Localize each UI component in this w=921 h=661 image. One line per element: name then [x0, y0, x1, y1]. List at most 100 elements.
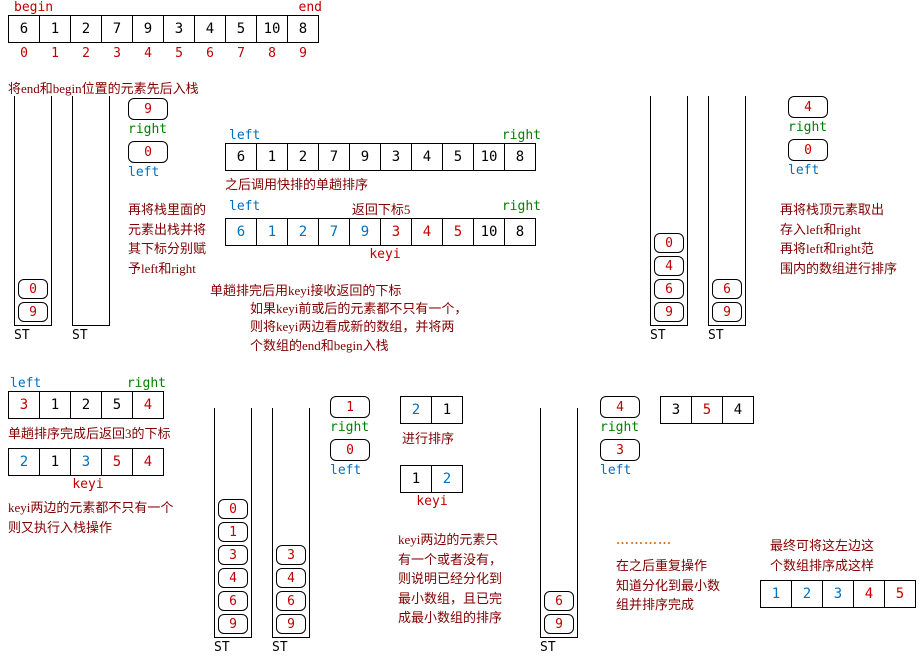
cap: 有一个或者没有，	[398, 550, 528, 570]
step1-stack-b	[72, 96, 110, 326]
left-label: left	[330, 463, 370, 478]
left-label: left	[229, 128, 260, 143]
array-cell: 2	[70, 391, 102, 419]
index-label: 8	[256, 46, 288, 61]
array-cell: 5	[691, 396, 723, 424]
popped-bottom: 0	[128, 141, 168, 163]
array-cell: 4	[722, 396, 754, 424]
popped-top: 4	[600, 396, 640, 418]
cap: 最终可将这左边这	[770, 536, 910, 556]
top-array: 61279345108	[8, 15, 328, 43]
array-cell: 1	[256, 143, 288, 171]
array-cell: 9	[349, 143, 381, 171]
step6-stack: 69	[540, 408, 578, 638]
step4-cap2: keyi两边的元素都不只有一个 则又执行入栈操作	[8, 498, 173, 537]
right-label: right	[600, 420, 640, 435]
step6-stack-wrap: 69 ST	[540, 408, 578, 655]
array-cell: 2	[8, 448, 40, 476]
step1-stack-a: 09	[14, 96, 52, 326]
array-cell: 4	[132, 391, 164, 419]
array-cell: 2	[400, 396, 432, 424]
array-cell: 5	[225, 15, 257, 43]
array-cell: 1	[431, 396, 463, 424]
cap: 围内的数组进行排序	[780, 259, 910, 279]
stack-item: 9	[654, 302, 684, 322]
cap: 再将栈顶元素取出	[780, 200, 910, 220]
stack-item: 0	[654, 233, 684, 253]
step6-captions: 在之后重复操作 知道分化到最小数 组并排序完成	[616, 556, 746, 615]
array-cell: 8	[504, 143, 536, 171]
array-cell: 1	[256, 218, 288, 246]
cap: 个数组的end和begin入栈	[210, 337, 467, 355]
array-cell: 5	[442, 143, 474, 171]
stack-item: 1	[218, 522, 248, 542]
array-cell: 3	[380, 143, 412, 171]
cap: 成最小数组的排序	[398, 608, 528, 628]
stack-item: 4	[654, 256, 684, 276]
step5-arrays: 21 进行排序 12 keyi	[400, 396, 464, 509]
array-cell: 10	[473, 143, 505, 171]
cap: 组并排序完成	[616, 595, 746, 615]
popped-top: 1	[330, 396, 370, 418]
right-label: right	[330, 420, 370, 435]
final-array: 12345	[760, 580, 916, 608]
array-cell: 3	[163, 15, 195, 43]
keyi-label: keyi	[369, 247, 400, 262]
right-label: right	[128, 122, 168, 137]
step3-stack-right-wrap: 69 ST	[708, 96, 746, 343]
array-cell: 1	[400, 465, 432, 493]
step3-captions: 再将栈顶元素取出 存入left和right 再将left和right范 围内的数…	[780, 200, 910, 278]
step6-array: 354	[660, 396, 754, 424]
array-cell: 3	[70, 448, 102, 476]
st-label: ST	[214, 640, 252, 655]
st-label: ST	[708, 328, 746, 343]
cap: keyi两边的元素只	[398, 530, 528, 550]
stack-item: 6	[544, 591, 574, 611]
cap: 在之后重复操作	[616, 556, 746, 576]
keyi-label: keyi	[416, 494, 447, 509]
index-label: 4	[132, 46, 164, 61]
stack-item: 9	[218, 614, 248, 634]
step2-array2: 61279345108	[225, 218, 545, 246]
array-cell: 3	[380, 218, 412, 246]
popped-bottom: 3	[600, 439, 640, 461]
step1-explain: 再将栈里面的元素出栈并将其下标分别赋予left和right	[128, 200, 208, 278]
cap: 最小数组，且已完	[398, 589, 528, 609]
step2-array1: 61279345108	[225, 143, 545, 171]
array-cell: 3	[8, 391, 40, 419]
st-label: ST	[540, 640, 578, 655]
right-label: right	[127, 376, 166, 391]
array-cell: 1	[39, 15, 71, 43]
array-cell: 7	[318, 143, 350, 171]
step3-stack-right: 69	[708, 96, 746, 326]
end-label: end	[299, 0, 322, 15]
index-label: 3	[101, 46, 133, 61]
array-cell: 1	[39, 391, 71, 419]
st-label: ST	[14, 328, 52, 343]
array-cell: 2	[287, 143, 319, 171]
sort-label: 进行排序	[402, 428, 464, 447]
array-cell: 4	[194, 15, 226, 43]
step5-stack-right: 3469	[272, 408, 310, 638]
step4-caption1: 单趟排序完成后返回3的下标	[8, 423, 173, 442]
array-cell: 10	[473, 218, 505, 246]
array-cell: 9	[349, 218, 381, 246]
array-cell: 5	[101, 391, 133, 419]
array-cell: 2	[791, 580, 823, 608]
cap: 单趟排完后用keyi接收返回的下标	[210, 282, 467, 300]
step5-stack-right-wrap: 3469 ST	[272, 408, 310, 655]
step6-popped: 4 right 3 left	[600, 396, 640, 478]
step1-stack-a-wrap: 09 ST	[14, 96, 52, 343]
left-label: left	[128, 165, 168, 180]
step5-popped: 1 right 0 left	[330, 396, 370, 478]
stack-item: 9	[712, 302, 742, 322]
cap: 则又执行入栈操作	[8, 518, 173, 538]
array-cell: 3	[660, 396, 692, 424]
array-cell: 10	[256, 15, 288, 43]
index-label: 2	[70, 46, 102, 61]
step5-stack-left-wrap: 013469 ST	[214, 408, 252, 655]
step3-stack-left-wrap: 0469 ST	[650, 96, 688, 343]
cap: 个数组排序成这样	[770, 556, 910, 576]
array-cell: 2	[287, 218, 319, 246]
cap: 则将keyi两边看成新的数组，并将两	[210, 318, 467, 336]
